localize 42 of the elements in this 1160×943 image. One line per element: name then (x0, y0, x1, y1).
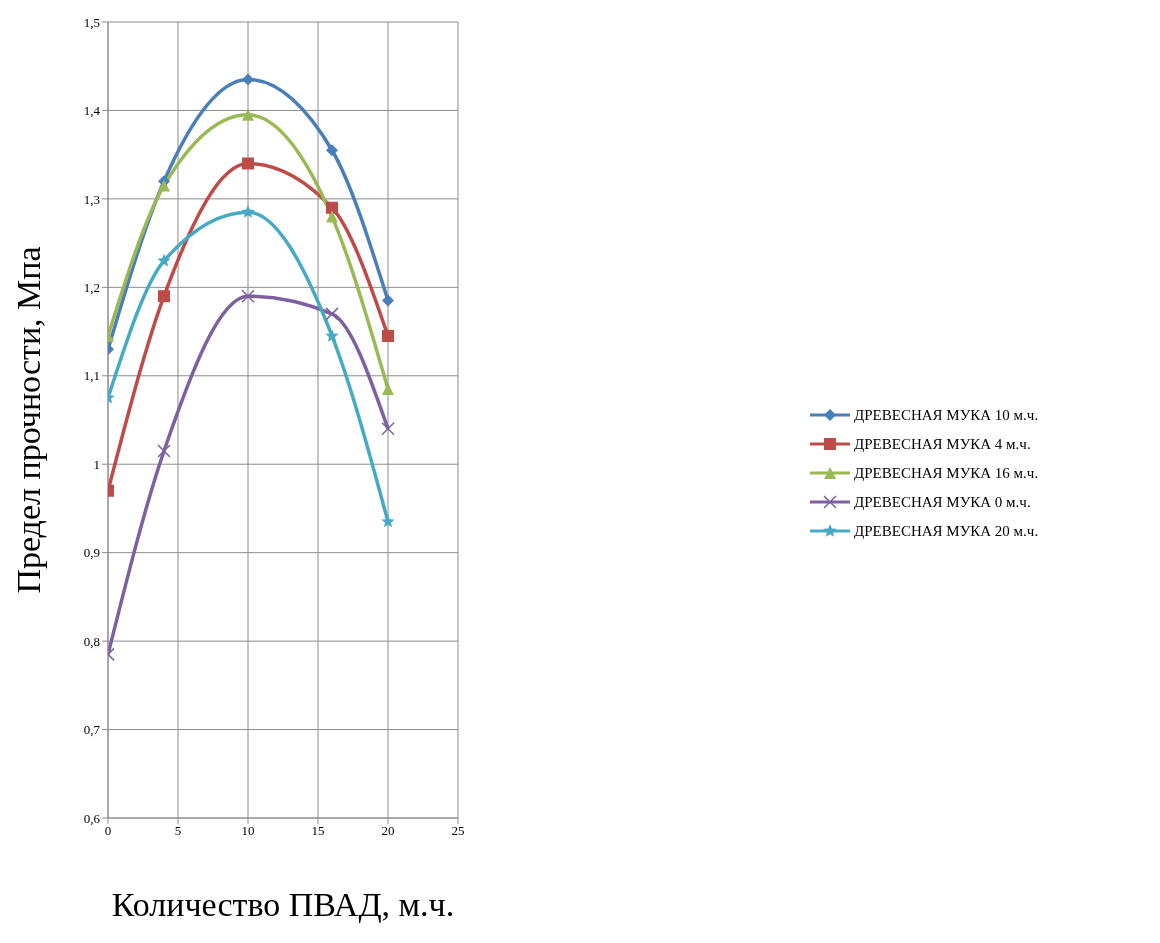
point (382, 294, 394, 307)
y-tick-label: 0,8 (83, 633, 100, 649)
y-axis-title: Предел прочности, Мпа (10, 246, 48, 594)
point (325, 307, 339, 321)
point (325, 328, 339, 342)
point (382, 383, 394, 396)
point (326, 201, 338, 214)
point (326, 144, 338, 157)
y-tick-label: 1 (93, 456, 100, 472)
y-tick-label: 1,3 (83, 191, 100, 207)
y-tick-label: 1,4 (83, 103, 101, 119)
x-tick-label: 15 (311, 823, 325, 839)
y-tick-label: 1,5 (83, 14, 100, 30)
x-axis-title: Количество ПВАД, м.ч. (111, 886, 455, 923)
point (241, 289, 255, 303)
point (157, 253, 171, 267)
x-tick-label: 25 (451, 823, 465, 839)
x-tick-label: 20 (381, 823, 395, 839)
point (381, 422, 395, 436)
x-tick-label: 0 (104, 823, 112, 839)
point (157, 444, 171, 458)
legend-label: ДРЕВЕСНАЯ МУКА 10 м.ч. (854, 406, 1039, 424)
point (158, 179, 170, 192)
legend-label: ДРЕВЕСНАЯ МУКА 4 м.ч. (854, 435, 1031, 453)
point (242, 157, 254, 170)
y-tick-label: 0,7 (83, 722, 101, 738)
legend-label: ДРЕВЕСНАЯ МУКА 16 м.ч. (854, 464, 1039, 482)
x-tick-label: 5 (174, 823, 182, 839)
point (242, 108, 254, 121)
point (326, 210, 338, 223)
point (241, 205, 255, 218)
point (242, 73, 254, 86)
legend-label: ДРЕВЕСНАЯ МУКА 0 м.ч. (854, 493, 1031, 511)
point (158, 290, 170, 303)
x-tick-label: 10 (241, 823, 255, 839)
legend-label: ДРЕВЕСНАЯ МУКА 20 м.ч. (854, 522, 1039, 540)
point (382, 329, 394, 342)
y-tick-label: 1,2 (83, 279, 100, 295)
y-tick-label: 0,9 (83, 545, 100, 561)
point (381, 514, 395, 528)
y-tick-label: 1,1 (83, 368, 100, 384)
y-tick-label: 0,6 (83, 810, 101, 826)
